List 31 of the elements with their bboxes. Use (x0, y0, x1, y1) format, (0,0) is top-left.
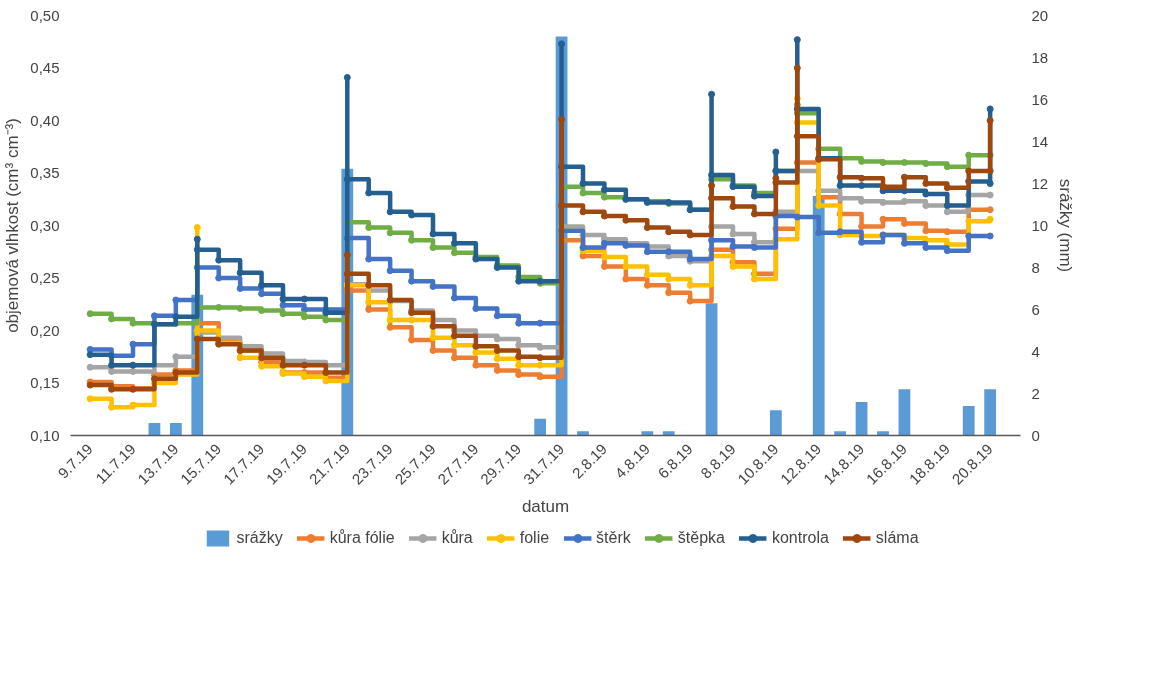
y2-tick-label: 6 (1031, 300, 1040, 318)
y2-tick-label: 14 (1031, 132, 1049, 150)
legend-label: kůra (441, 529, 473, 547)
x-axis-title: datum (521, 496, 570, 516)
y2-tick-label: 20 (1031, 6, 1049, 24)
y-tick-label: 0,40 (30, 111, 60, 129)
y2-tick-label: 2 (1031, 384, 1040, 402)
legend-label: štěpka (677, 529, 725, 547)
y-tick-label: 0,45 (30, 59, 60, 76)
y-axis-title: objemová vlhkost (cm³ cm⁻³) (3, 118, 23, 333)
y2-tick-label: 10 (1031, 216, 1049, 234)
y-tick-label: 0,15 (30, 374, 60, 391)
legend-label: kontrola (771, 529, 829, 547)
y2-tick-label: 16 (1031, 90, 1049, 108)
legend-label: folie (519, 529, 550, 547)
legend-label: štěrk (596, 529, 631, 547)
y-tick-label: 0,30 (30, 216, 60, 234)
legend-label: sláma (875, 529, 919, 547)
legend-label: srážky (236, 529, 283, 547)
y-tick-label: 0,10 (30, 426, 60, 444)
y2-axis-title: srážky (mm) (1056, 178, 1076, 273)
y-tick-label: 0,35 (30, 164, 60, 181)
y-tick-label: 0,20 (30, 321, 60, 339)
y-tick-label: 0,50 (30, 6, 60, 24)
y2-tick-label: 12 (1031, 174, 1049, 192)
y2-tick-label: 8 (1031, 258, 1040, 276)
legend-label: kůra fólie (329, 529, 395, 547)
y2-tick-label: 4 (1031, 342, 1040, 360)
y2-tick-label: 0 (1031, 426, 1040, 444)
y2-tick-label: 18 (1031, 48, 1049, 66)
y-tick-label: 0,25 (30, 269, 60, 286)
